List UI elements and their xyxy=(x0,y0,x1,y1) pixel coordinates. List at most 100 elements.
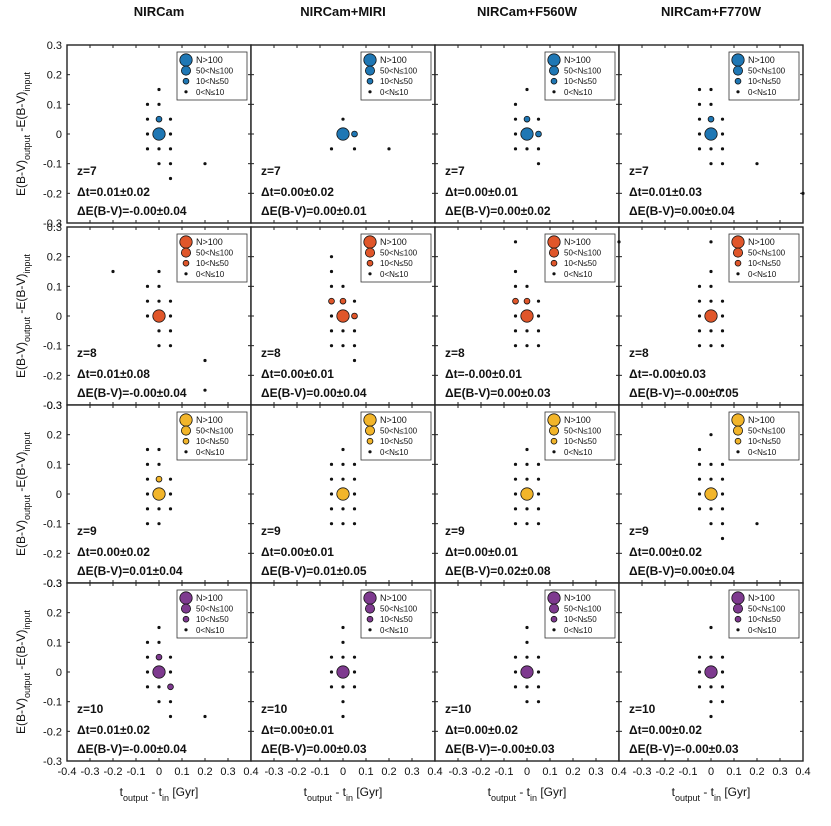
data-point xyxy=(704,127,718,141)
legend-label: 0<N≤10 xyxy=(564,88,593,97)
y-axis-label-part: input xyxy=(22,254,32,274)
data-point xyxy=(536,477,541,481)
legend-label: 0<N≤10 xyxy=(748,448,777,457)
y-tick-label: 0.2 xyxy=(47,70,62,82)
column-title: NIRCam+F560W xyxy=(477,4,578,19)
legend-label: 50<N≤100 xyxy=(380,67,418,76)
data-point xyxy=(709,685,713,689)
x-axis-label-part: [Gyr] xyxy=(537,785,566,799)
x-axis-label-part: [Gyr] xyxy=(353,785,382,799)
data-point xyxy=(513,477,518,481)
legend-label: 10<N≤50 xyxy=(380,77,413,86)
redshift-label: z=9 xyxy=(445,524,465,538)
legend-marker xyxy=(368,272,372,276)
y-tick-label: 0 xyxy=(56,311,62,323)
y-axis-label-part: -E(B-V) xyxy=(14,274,28,317)
legend-label: 0<N≤10 xyxy=(196,270,225,279)
data-point xyxy=(341,329,345,333)
data-point xyxy=(155,115,163,123)
legend-marker xyxy=(733,65,744,76)
x-axis-label: toutput - tin [Gyr] xyxy=(120,785,199,803)
data-point xyxy=(352,522,357,526)
data-point xyxy=(341,685,345,689)
data-point xyxy=(329,685,334,689)
data-point xyxy=(341,625,345,630)
data-point xyxy=(536,329,541,333)
data-point xyxy=(697,87,702,92)
data-point xyxy=(536,655,541,659)
x-tick-label: 0.4 xyxy=(243,766,258,778)
data-point xyxy=(157,269,161,274)
data-point xyxy=(352,299,357,303)
delta-ebv-label: ΔE(B-V)=0.00±0.02 xyxy=(445,204,551,218)
y-tick-label: -0.1 xyxy=(43,159,62,171)
data-point xyxy=(145,477,150,481)
data-point xyxy=(336,665,350,679)
data-point xyxy=(513,269,518,274)
y-tick-label: -0.3 xyxy=(43,218,62,230)
x-axis-label-part: t xyxy=(120,785,124,799)
data-point xyxy=(145,117,150,121)
data-point xyxy=(536,507,541,511)
y-tick-label: 0.3 xyxy=(47,400,62,412)
legend-marker xyxy=(363,413,377,427)
data-point xyxy=(709,655,713,659)
data-point xyxy=(341,700,345,704)
data-point xyxy=(157,147,161,151)
x-axis-label-part: in xyxy=(346,793,353,803)
y-tick-label: 0.1 xyxy=(47,637,62,649)
data-point xyxy=(168,492,173,496)
data-point xyxy=(720,388,725,392)
delta-ebv-label: ΔE(B-V)=-0.00±0.03 xyxy=(445,742,555,756)
x-axis-label-part: - t xyxy=(332,785,347,799)
x-axis-label: toutput - tin [Gyr] xyxy=(672,785,751,803)
data-point xyxy=(697,314,702,318)
y-tick-label: -0.3 xyxy=(43,400,62,412)
data-point xyxy=(513,670,518,674)
legend-marker xyxy=(180,65,191,76)
data-point xyxy=(341,477,345,481)
data-point xyxy=(203,388,207,392)
data-point xyxy=(697,117,702,121)
data-point xyxy=(536,344,541,348)
delta-ebv-label: ΔE(B-V)=0.01±0.04 xyxy=(77,564,183,578)
x-axis-label-part: output xyxy=(123,793,149,803)
data-point xyxy=(168,655,173,659)
data-point xyxy=(720,344,725,348)
data-point xyxy=(329,492,334,496)
legend-marker xyxy=(368,450,372,454)
legend-marker xyxy=(368,628,372,632)
x-tick-label: 0.1 xyxy=(542,766,557,778)
x-tick-label: 0.3 xyxy=(772,766,787,778)
data-point xyxy=(697,477,702,481)
y-tick-label: 0.3 xyxy=(47,40,62,52)
delta-ebv-label: ΔE(B-V)=-0.00±0.03 xyxy=(629,742,739,756)
x-axis-label-part: - t xyxy=(700,785,715,799)
legend-label: 50<N≤100 xyxy=(748,67,786,76)
data-point xyxy=(720,655,725,659)
x-tick-label: 0.3 xyxy=(404,766,419,778)
x-axis-label-part: output xyxy=(675,793,701,803)
x-axis-label-part: - t xyxy=(148,785,163,799)
x-tick-label: 0 xyxy=(156,766,162,778)
legend-label: N>100 xyxy=(380,55,407,65)
y-tick-label: -0.1 xyxy=(43,341,62,353)
data-point xyxy=(525,685,529,689)
data-point xyxy=(329,269,334,274)
legend-label: 10<N≤50 xyxy=(380,437,413,446)
x-axis-label-part: [Gyr] xyxy=(169,785,198,799)
data-point xyxy=(111,269,115,274)
data-point xyxy=(697,147,702,151)
data-point xyxy=(352,462,357,466)
delta-t-label: Δt=0.00±0.01 xyxy=(261,723,334,737)
data-point xyxy=(155,475,163,483)
data-point xyxy=(341,655,345,659)
legend-marker xyxy=(182,77,190,85)
legend-label: 10<N≤50 xyxy=(564,437,597,446)
data-point xyxy=(709,147,713,151)
legend-label: 0<N≤10 xyxy=(380,448,409,457)
data-point xyxy=(720,117,725,121)
data-point xyxy=(536,147,541,151)
